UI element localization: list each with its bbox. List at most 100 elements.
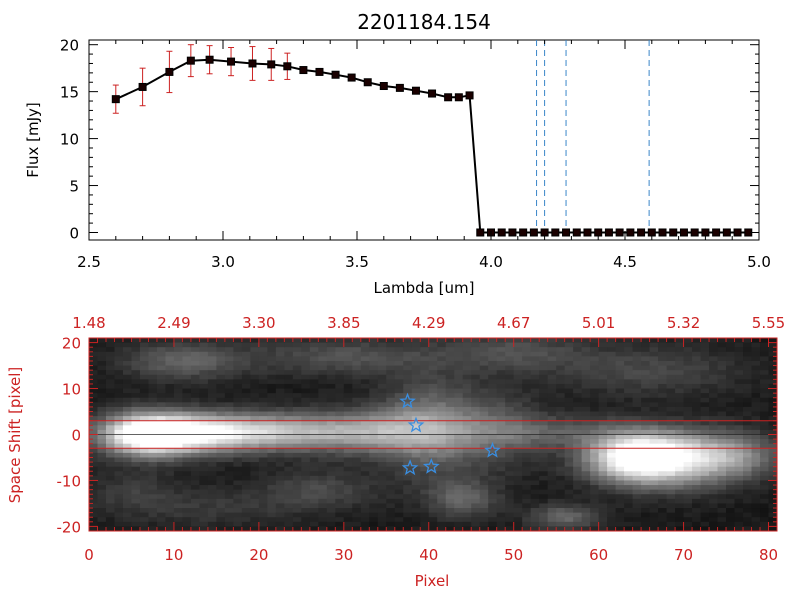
image-cell	[454, 379, 464, 385]
image-cell	[352, 425, 362, 431]
image-cell	[89, 393, 99, 399]
image-cell	[479, 489, 489, 495]
image-cell	[726, 416, 736, 422]
image-cell	[335, 448, 345, 454]
image-cell	[454, 489, 464, 495]
image-cell	[114, 388, 124, 394]
image-cell	[165, 494, 175, 500]
image-cell	[335, 457, 345, 463]
image-cell	[505, 347, 515, 353]
image-cell	[284, 370, 294, 376]
image-cell	[394, 439, 404, 445]
image-cell	[275, 338, 285, 344]
image-cell	[335, 379, 345, 385]
image-cell	[292, 393, 302, 399]
image-cell	[139, 347, 150, 353]
image-cell	[488, 416, 498, 422]
image-cell	[522, 338, 532, 344]
image-cell	[624, 503, 634, 509]
image-cell	[428, 521, 438, 528]
image-cell	[352, 397, 362, 403]
image-cell	[301, 517, 311, 523]
image-cell	[768, 402, 777, 408]
image-cell	[556, 443, 566, 449]
image-cell	[292, 471, 302, 477]
image-cell	[335, 397, 345, 403]
image-cell	[649, 434, 659, 440]
image-cell	[649, 402, 659, 408]
image-cell	[658, 503, 668, 509]
image-cell	[683, 347, 693, 353]
image-cell	[709, 503, 719, 509]
image-cell	[148, 397, 158, 403]
image-cell	[411, 498, 421, 505]
image-cell	[224, 508, 234, 514]
image-cell	[156, 356, 167, 362]
image-cell	[258, 526, 268, 531]
image-cell	[547, 457, 557, 463]
image-cell	[386, 489, 396, 495]
image-cell	[258, 365, 268, 371]
image-cell	[105, 420, 116, 426]
image-cell	[292, 429, 302, 436]
image-cell	[726, 406, 736, 413]
image-cell	[530, 406, 540, 413]
image-cell	[89, 480, 99, 486]
image-cell	[224, 494, 234, 500]
image-cell	[717, 462, 727, 468]
image-cell	[105, 452, 116, 459]
image-cell	[564, 462, 574, 468]
image-cell	[386, 342, 396, 348]
image-cell	[624, 439, 634, 445]
image-cell	[301, 462, 311, 468]
top-tick-label: 1.48	[72, 314, 105, 332]
image-cell	[556, 347, 566, 353]
image-cell	[522, 517, 532, 523]
image-cell	[131, 402, 141, 408]
image-cell	[479, 397, 489, 403]
image-cell	[131, 526, 141, 531]
image-cell	[386, 443, 396, 449]
image-cell	[318, 351, 328, 357]
image-cell	[131, 416, 141, 422]
image-cell	[760, 489, 770, 495]
image-cell	[479, 356, 489, 362]
image-cell	[445, 439, 455, 445]
image-cell	[309, 462, 319, 468]
image-cell	[258, 342, 268, 348]
image-cell	[658, 416, 668, 422]
image-cell	[122, 402, 133, 408]
image-cell	[258, 466, 268, 472]
image-cell	[658, 489, 668, 495]
image-cell	[760, 480, 770, 486]
image-cell	[564, 521, 574, 528]
image-cell	[709, 420, 719, 426]
image-cell	[284, 411, 294, 417]
image-cell	[564, 347, 574, 353]
image-cell	[394, 365, 404, 371]
image-cell	[683, 356, 693, 362]
image-cell	[573, 420, 583, 426]
image-cell	[632, 393, 642, 399]
image-cell	[573, 489, 583, 495]
image-cell	[420, 448, 430, 454]
image-cell	[173, 356, 184, 362]
image-cell	[454, 374, 464, 380]
image-cell	[420, 480, 430, 486]
image-cell	[233, 457, 243, 463]
image-cell	[292, 485, 302, 491]
image-cell	[564, 393, 574, 399]
image-cell	[89, 379, 99, 385]
image-cell	[743, 374, 753, 380]
image-cell	[131, 452, 141, 459]
image-cell	[573, 434, 583, 440]
image-cell	[581, 365, 591, 371]
image-cell	[411, 406, 421, 413]
image-cell	[700, 498, 710, 505]
image-cell	[581, 517, 591, 523]
image-cell	[156, 360, 167, 367]
spectrum-polyline	[115, 58, 749, 234]
image-cell	[751, 379, 761, 385]
data-point	[572, 228, 581, 237]
x-tick-label: 4.0	[479, 253, 503, 271]
